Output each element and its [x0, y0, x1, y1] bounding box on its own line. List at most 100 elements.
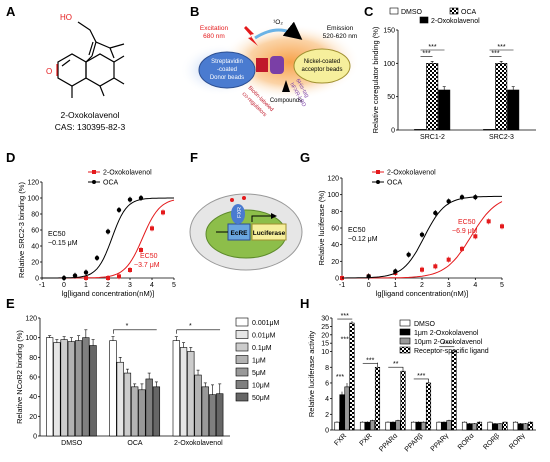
- significance-mark: *: [126, 323, 129, 330]
- legend-label: OCA: [103, 180, 119, 187]
- x-tick-label: 5: [172, 282, 176, 289]
- emission-label: Emission: [327, 25, 354, 32]
- singlet-oxygen-label: ¹O₂: [273, 19, 283, 26]
- bar: [425, 382, 432, 431]
- bar: [527, 421, 534, 431]
- emission-wavelength: 520-620 nm: [323, 33, 358, 40]
- legend-marker: [92, 180, 96, 184]
- bar: [116, 361, 124, 437]
- y-tick-label: 100: [383, 61, 395, 68]
- legend-swatch: [235, 317, 249, 327]
- y-tick-label: 6: [325, 380, 329, 387]
- y-axis-label: Relative luciferase activity: [307, 331, 316, 418]
- data-point: [138, 195, 144, 201]
- bar: [410, 421, 417, 431]
- x-tick-label: 4: [150, 282, 154, 289]
- donor-bead-line-3: Donor beads: [210, 75, 244, 81]
- legend-swatch: [399, 337, 411, 345]
- y-tick-label: 60: [29, 375, 37, 382]
- fxr-lbd-block: [270, 56, 284, 74]
- ec50-value: ~6.9 μM: [452, 228, 478, 235]
- x-tick-label: -1: [39, 282, 45, 289]
- data-point: [473, 234, 478, 239]
- data-point: [106, 276, 110, 280]
- data-point: [61, 275, 67, 281]
- donor-bead-line-2: -coated: [217, 67, 237, 73]
- bar: [201, 386, 209, 437]
- data-point: [150, 226, 154, 231]
- x-tick-label: 2: [106, 282, 110, 289]
- luciferase-gene: [251, 223, 287, 241]
- legend-label: 10μm 2-Oxokolavenol: [414, 339, 483, 346]
- singlet-oxygen-arrow: [254, 21, 303, 40]
- x-tick-label: 0: [62, 282, 66, 289]
- legend-swatch: [449, 7, 459, 15]
- compound-name: 2-Oxokolavenol: [60, 110, 119, 120]
- excitation-wavelength: 680 nm: [203, 33, 225, 40]
- data-point: [117, 274, 121, 279]
- y-tick-label: 40: [29, 394, 37, 401]
- ec50-label: EC50: [348, 227, 366, 234]
- significance-mark: ***: [428, 44, 436, 51]
- data-point: [139, 248, 143, 252]
- legend-label: 2-Oxokolavenol: [103, 170, 152, 177]
- data-point: [366, 274, 371, 279]
- panel-label-a: A: [6, 4, 16, 19]
- panel-a-structure: HO O 2-Oxokolavenol CAS: 130395-82-3: [46, 13, 125, 132]
- significance-mark: ***: [491, 51, 499, 58]
- y-tick-label: 100: [25, 335, 37, 342]
- acceptor-bead-line-2: acceptor beads: [301, 67, 342, 73]
- significance-mark: ***: [417, 373, 425, 380]
- data-point: [486, 219, 491, 224]
- bar: [414, 129, 427, 131]
- legend-swatch: [419, 16, 429, 24]
- data-point: [459, 194, 465, 200]
- legend-swatch: [235, 380, 249, 389]
- fxr-label: FXR: [237, 207, 243, 218]
- legend-swatch: [235, 330, 249, 339]
- bar: [369, 420, 376, 431]
- significance-mark: ***: [497, 44, 505, 51]
- bar: [344, 386, 350, 431]
- donor-bead: [198, 51, 256, 89]
- y-tick-label: 20: [321, 332, 329, 339]
- data-point: [446, 257, 451, 262]
- ligand-dot-2: [242, 196, 246, 200]
- panel-label-f: F: [190, 150, 198, 165]
- ec50-label: EC50: [140, 253, 158, 260]
- y-tick-label: 30: [321, 316, 329, 323]
- compound-cas: CAS: 130395-82-3: [55, 122, 126, 132]
- legend-label: 0.001μM: [252, 320, 280, 327]
- bar: [497, 423, 503, 431]
- x-tick-label: 2-Oxokolavenol: [174, 440, 223, 447]
- panel-label-d: D: [6, 150, 15, 165]
- bar: [339, 394, 345, 431]
- bar: [400, 370, 406, 431]
- x-axis-label: lg[ligand concentration(nM)]: [376, 289, 469, 298]
- y-tick-label: 0: [35, 276, 39, 283]
- ec50-value: ~0.15 μM: [48, 240, 78, 247]
- data-point: [406, 252, 411, 257]
- ec50-value: ~0.12 μM: [348, 236, 378, 243]
- x-axis-label: lg[ligand concentration(nM)]: [62, 289, 155, 298]
- y-tick-label: 40: [31, 244, 39, 251]
- y-tick-label: 2: [325, 412, 329, 419]
- legend-swatch: [235, 367, 249, 377]
- significance-mark: **: [393, 361, 399, 368]
- excitation-label: Excitation: [200, 25, 229, 32]
- legend-label: OCA: [461, 9, 477, 16]
- x-tick-label: PPARγ: [430, 432, 451, 453]
- data-point: [419, 232, 425, 237]
- x-tick-label: DMSO: [61, 440, 83, 447]
- bar: [507, 89, 520, 131]
- donor-bead-line-1: Streptavidin: [211, 59, 243, 65]
- data-point: [127, 197, 133, 202]
- bar: [131, 386, 139, 437]
- ec50-value: ~3.7 μM: [134, 262, 160, 269]
- bar: [123, 372, 132, 437]
- legend-swatch: [399, 328, 411, 336]
